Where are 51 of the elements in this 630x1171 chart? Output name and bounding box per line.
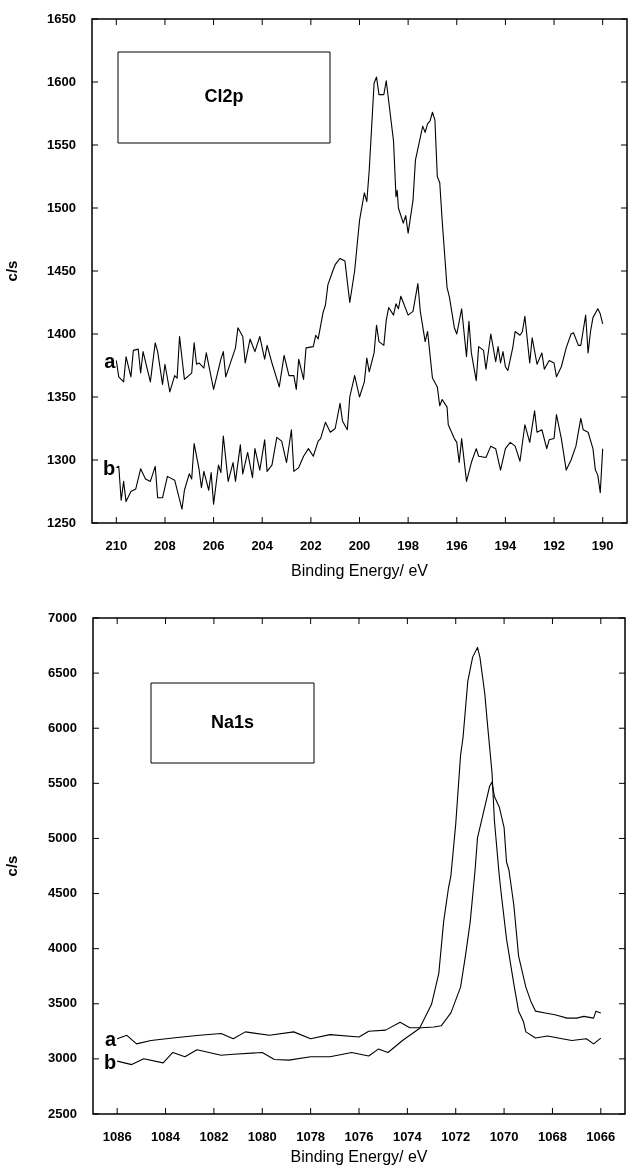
series-label: a: [104, 349, 117, 372]
y-tick-label: 3000: [48, 1050, 77, 1066]
x-tick-label: 1084: [151, 1129, 181, 1145]
y-tick-label: 1550: [47, 136, 76, 152]
x-tick-label: 190: [591, 538, 614, 554]
y-tick-label: 5500: [48, 774, 77, 790]
x-tick-label: 1080: [247, 1129, 277, 1145]
x-tick-label: 202: [300, 538, 322, 554]
x-tick-label: 196: [445, 538, 468, 554]
x-tick-label: 198: [397, 538, 419, 554]
x-tick-label: 1086: [102, 1129, 132, 1145]
x-tick-label: 206: [202, 538, 225, 554]
y-axis-title: c/s: [3, 260, 21, 282]
x-tick-label: 1078: [296, 1129, 326, 1145]
x-tick-label: 194: [494, 538, 518, 554]
y-tick-label: 6000: [48, 719, 77, 735]
y-tick-label: 5000: [48, 830, 77, 846]
x-tick-label: 1070: [489, 1129, 519, 1145]
x-tick-label: 192: [543, 538, 565, 554]
x-tick-label: 204: [251, 538, 274, 554]
y-tick-label: 1400: [47, 325, 76, 341]
text: Cl2p: [204, 86, 244, 107]
y-axis-title: c/s: [3, 855, 21, 877]
y-tick-label: 1450: [47, 262, 76, 278]
y-tick-label: 1500: [47, 199, 76, 215]
y-tick-label: 1350: [47, 388, 76, 404]
series-label: b: [103, 1050, 117, 1073]
series-label: a: [105, 1028, 118, 1051]
x-tick-label: 1076: [344, 1129, 374, 1145]
x-tick-label: 200: [348, 538, 371, 554]
x-tick-label: 210: [105, 538, 128, 554]
y-tick-label: 1300: [47, 451, 76, 467]
y-tick-label: 7000: [48, 609, 77, 625]
y-tick-label: 1600: [47, 73, 76, 89]
x-tick-label: 1068: [537, 1129, 567, 1145]
y-tick-label: 3500: [48, 995, 77, 1011]
y-tick-label: 1250: [47, 514, 76, 530]
y-tick-label: 4500: [48, 885, 77, 901]
x-tick-label: 208: [154, 538, 176, 554]
x-tick-label: 1074: [392, 1129, 423, 1145]
x-axis-title: Binding Energy/ eV: [291, 561, 429, 579]
y-tick-label: 6500: [48, 664, 77, 680]
series-label: b: [103, 457, 116, 480]
x-axis-title: Binding Energy/ eV: [290, 1147, 428, 1165]
y-tick-label: 4000: [48, 940, 77, 956]
text: Na1s: [210, 711, 255, 732]
x-tick-label: 1072: [441, 1129, 471, 1145]
y-tick-label: 1650: [47, 10, 76, 26]
x-tick-label: 1066: [586, 1129, 616, 1145]
y-tick-label: 2500: [48, 1105, 77, 1121]
x-tick-label: 1082: [199, 1129, 229, 1145]
